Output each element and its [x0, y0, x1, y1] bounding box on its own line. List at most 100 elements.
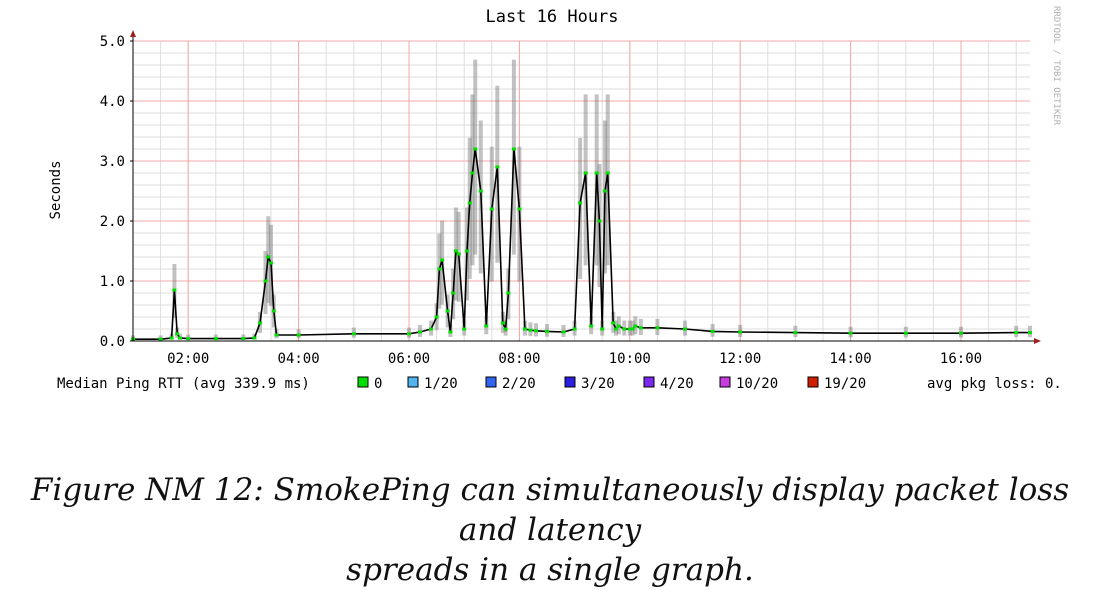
- median-point: [271, 309, 276, 313]
- median-point: [296, 333, 301, 337]
- median-point: [594, 171, 599, 175]
- median-point: [175, 332, 180, 336]
- legend-item-label: 1/20: [424, 376, 458, 392]
- median-point: [738, 330, 743, 334]
- median-point: [1014, 331, 1019, 335]
- median-point: [533, 329, 538, 333]
- median-point: [351, 332, 356, 336]
- median-point: [848, 331, 853, 335]
- median-point: [578, 201, 583, 205]
- median-point: [257, 321, 262, 325]
- y-axis-arrow: [130, 30, 136, 37]
- legend-median-label: Median Ping RTT (avg 339.9 ms): [57, 376, 310, 392]
- plot-area: 0.0 1.0 2.0 3.0 4.0 5.0 02:00 04:00 06:00 08:00 10…: [100, 30, 1041, 367]
- median-point: [614, 327, 618, 331]
- median-point: [503, 327, 508, 331]
- median-point: [453, 249, 458, 253]
- median-point: [793, 331, 798, 335]
- median-point: [572, 327, 577, 331]
- legend-item-label: 2/20: [502, 376, 536, 392]
- median-point: [517, 207, 522, 211]
- median-point: [462, 327, 467, 331]
- median-point: [638, 326, 643, 330]
- median-point: [445, 309, 450, 313]
- legend-swatch: [643, 376, 655, 388]
- median-point: [500, 321, 505, 325]
- y-tick-label: 4.0: [100, 94, 125, 110]
- x-tick-label: 06:00: [388, 351, 430, 367]
- median-point: [274, 333, 279, 337]
- legend-swatch: [357, 376, 369, 388]
- legend: Median Ping RTT (avg 339.9 ms) 0 1/20 2/20…: [57, 376, 1062, 392]
- median-point: [451, 291, 456, 295]
- median-point: [655, 326, 660, 330]
- median-point: [528, 328, 533, 332]
- chart-title: Last 16 Hours: [485, 7, 618, 27]
- median-point: [903, 331, 908, 335]
- median-point: [602, 189, 607, 193]
- median-point: [630, 327, 635, 331]
- median-point: [622, 327, 627, 331]
- median-point: [266, 255, 271, 259]
- median-point: [511, 147, 516, 151]
- legend-item-label: 0: [374, 376, 382, 392]
- x-tick-label: 12:00: [719, 351, 761, 367]
- median-point: [600, 327, 605, 331]
- median-point: [583, 171, 588, 175]
- median-point: [437, 267, 442, 271]
- median-point: [959, 331, 963, 335]
- median-point: [407, 332, 411, 336]
- median-point: [545, 329, 549, 333]
- median-point: [434, 315, 439, 319]
- median-point: [633, 324, 638, 328]
- median-point: [683, 327, 687, 331]
- x-tick-label: 02:00: [167, 351, 209, 367]
- median-point: [429, 327, 434, 331]
- median-point: [448, 330, 453, 334]
- median-point: [177, 336, 182, 340]
- median-point: [589, 324, 594, 328]
- median-point: [213, 337, 218, 341]
- y-tick-label: 0.0: [100, 334, 125, 350]
- chart-watermark: RRDTOOL / TOBI OETIKER: [1051, 6, 1061, 126]
- median-point: [440, 258, 445, 262]
- median-point: [186, 337, 191, 341]
- median-point: [418, 330, 423, 334]
- caption-line-2: spreads in a single graph.: [346, 552, 754, 588]
- legend-swatch: [807, 376, 819, 388]
- caption-line-1: Figure NM 12: SmokePing can simultaneous…: [30, 472, 1070, 548]
- x-tick-label: 10:00: [609, 351, 651, 367]
- median-point: [252, 336, 257, 340]
- median-point: [478, 189, 483, 193]
- median-point: [489, 207, 494, 211]
- median-point: [484, 324, 489, 328]
- legend-swatch: [564, 376, 576, 388]
- median-point: [269, 261, 273, 265]
- median-point: [172, 288, 177, 292]
- median-point: [467, 201, 472, 205]
- median-point: [611, 321, 616, 325]
- median-point: [158, 337, 163, 341]
- median-point: [627, 327, 632, 331]
- y-axis-label: Seconds: [48, 160, 64, 219]
- figure-caption: Figure NM 12: SmokePing can simultaneous…: [0, 470, 1100, 590]
- median-point: [495, 165, 500, 169]
- legend-swatch: [485, 376, 497, 388]
- median-point: [169, 336, 174, 340]
- median-point: [605, 171, 610, 175]
- median-point: [241, 337, 246, 341]
- median-point: [263, 279, 268, 283]
- x-tick-label: 08:00: [498, 351, 540, 367]
- median-point: [1028, 331, 1032, 335]
- x-tick-label: 04:00: [278, 351, 320, 367]
- median-points: [131, 147, 1032, 341]
- latency-smoke: [131, 59, 1032, 341]
- legend-item-label: 4/20: [660, 376, 694, 392]
- legend-item-label: 10/20: [736, 376, 778, 392]
- x-tick-label: 16:00: [940, 351, 982, 367]
- legend-swatch: [407, 376, 419, 388]
- y-tick-label: 3.0: [100, 154, 125, 170]
- y-tick-label: 2.0: [100, 214, 125, 230]
- median-point: [506, 291, 511, 295]
- median-point: [597, 219, 602, 223]
